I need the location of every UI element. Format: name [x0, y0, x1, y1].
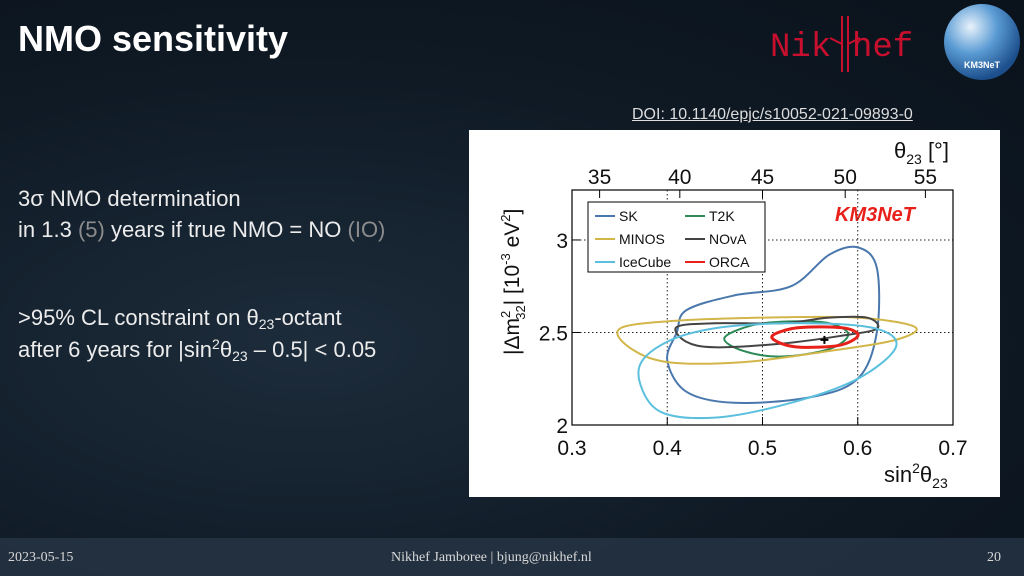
- top-tick-label: 50: [834, 166, 857, 189]
- text: θ: [219, 337, 233, 362]
- legend-label: SK: [619, 208, 638, 224]
- top-tick-label: 55: [914, 166, 937, 189]
- top-tick-label: 40: [668, 166, 691, 189]
- y-axis-label: |Δm232| [10-3 eV2]: [498, 209, 528, 355]
- x-tick-label: 0.5: [748, 437, 777, 460]
- logo-globe: [944, 4, 1020, 80]
- plot-frame: [571, 189, 954, 426]
- km3net-logo: KM3NeT: [944, 4, 1020, 80]
- text: (IO): [347, 217, 386, 242]
- slide-title: NMO sensitivity: [18, 18, 289, 59]
- logo-text: Nik: [770, 29, 831, 67]
- bullet-line: 3σ NMO determination: [18, 186, 241, 212]
- bullet-line: in 1.3 (5) years if true NMO = NO (IO): [18, 217, 385, 243]
- text: [°]: [922, 138, 949, 163]
- y-tick-label: 2.5: [539, 322, 568, 345]
- legend-box: [587, 201, 766, 273]
- text: sin: [884, 462, 912, 487]
- text: ]: [501, 209, 524, 215]
- legend-label: MINOS: [619, 231, 665, 247]
- text: years if true NMO = NO: [104, 217, 348, 242]
- y-tick-label: 3: [556, 230, 568, 253]
- text: after 6 years for |sin: [18, 337, 213, 362]
- text: θ: [920, 462, 932, 487]
- x-tick-label: 0.4: [653, 437, 683, 460]
- top-tick-label: 35: [588, 166, 611, 189]
- text: 23: [906, 151, 922, 167]
- x-tick-label: 0.7: [938, 437, 967, 460]
- text: 2: [498, 215, 513, 222]
- nikhef-logo: Nik hef: [770, 16, 913, 72]
- footer-date: 2023-05-15: [8, 550, 74, 565]
- text: – 0.5| < 0.05: [247, 337, 377, 362]
- x-axis-label: sin2θ23: [884, 460, 948, 491]
- best-fit-marker: [820, 335, 829, 344]
- contour: [770, 325, 860, 349]
- x-tick-label: 0.3: [557, 437, 586, 460]
- text: | [10: [501, 265, 524, 305]
- top-tick-label: 45: [751, 166, 774, 189]
- text: eV: [501, 222, 524, 254]
- bullet-line: >95% CL constraint on θ23-octant: [18, 305, 342, 332]
- logo-mark: [829, 16, 861, 72]
- figure-panel: [469, 130, 1000, 497]
- text: 2: [912, 460, 920, 476]
- legend-label: IceCube: [619, 254, 671, 270]
- contour: [637, 322, 898, 420]
- text: θ: [894, 138, 906, 163]
- logo-text: KM3NeT: [964, 60, 1001, 70]
- text: |Δm: [501, 318, 524, 355]
- x-tick-label: 0.6: [843, 437, 872, 460]
- top-axis-label: θ23 [°]: [894, 138, 949, 167]
- figure: θ23 [°] sin2θ23 |Δm232| [10-3 eV2] KM3Ne…: [469, 130, 1000, 497]
- doi-link[interactable]: DOI: 10.1140/epjc/s10052-021-09893-0: [632, 106, 913, 123]
- text: -3: [498, 253, 513, 265]
- text: 23: [932, 475, 948, 491]
- text: >95% CL constraint on θ: [18, 305, 259, 330]
- contour: [666, 245, 881, 404]
- brand-label: KM3NeT: [835, 204, 917, 226]
- text: in 1.3: [18, 217, 78, 242]
- logo-text: hef: [852, 29, 913, 67]
- text: 23: [232, 348, 248, 364]
- text: (5): [77, 217, 105, 242]
- bullet-line: after 6 years for |sin2θ23 – 0.5| < 0.05: [18, 336, 376, 364]
- text: 32: [513, 305, 528, 319]
- text: 3σ NMO determination: [18, 186, 241, 211]
- legend-label: T2K: [709, 208, 735, 224]
- text: 2: [498, 311, 513, 318]
- text: 2: [212, 336, 220, 352]
- text: -octant: [274, 305, 342, 330]
- legend-label: NOvA: [709, 231, 747, 247]
- footer-bar: [0, 538, 1024, 576]
- page-number: 20: [987, 550, 1001, 565]
- text: 23: [258, 316, 275, 332]
- y-tick-label: 2: [556, 415, 568, 438]
- legend-label: ORCA: [709, 254, 750, 270]
- footer-text: Nikhef Jamboree | bjung@nikhef.nl: [391, 550, 592, 565]
